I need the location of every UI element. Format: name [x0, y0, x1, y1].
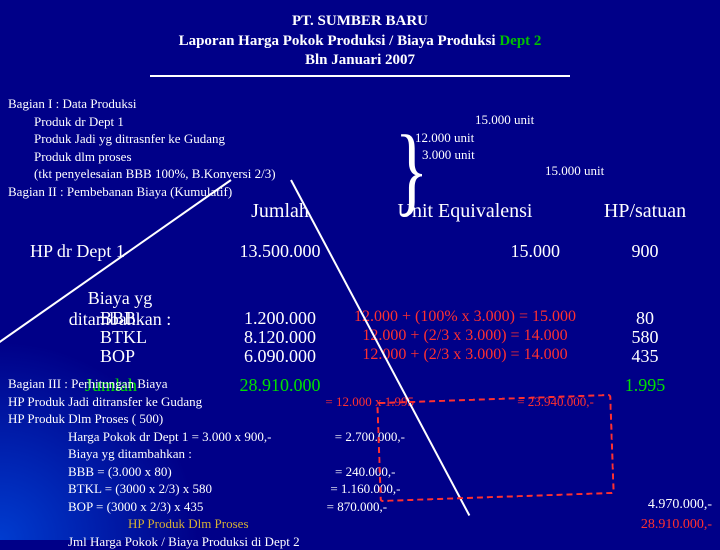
- row-bop: BOP 6.090.000 12.000 + (2/3 x 3.000) = 1…: [30, 346, 710, 367]
- table-header: Jumlah Unit Equivalensi HP/satuan: [30, 200, 710, 223]
- bag1-v1: 15.000 unit: [475, 112, 534, 128]
- bag1-l1: Produk dr Dept 1: [34, 113, 276, 131]
- bag1-l3: Produk dlm proses: [34, 148, 276, 166]
- bag1-v3: 3.000 unit: [422, 147, 475, 163]
- row-hp-dept1: HP dr Dept 1 13.500.000 15.000 900: [30, 241, 710, 262]
- bag1-l4: (tkt penyelesaian BBB 100%, B.Konversi 2…: [34, 165, 276, 183]
- period: Bln Januari 2007: [0, 51, 720, 71]
- bag3-title: Bagian III : Perhitungan Biaya: [8, 375, 594, 393]
- bag1-l2: Produk Jadi yg ditrasnfer ke Gudang: [34, 130, 276, 148]
- col-hp: HP/satuan: [580, 200, 710, 223]
- col-unit-eq: Unit Equivalensi: [350, 200, 580, 223]
- company-name: PT. SUMBER BARU: [0, 12, 720, 32]
- bag1-title: Bagian I : Data Produksi: [8, 95, 276, 113]
- header-rule: [150, 75, 570, 77]
- report-title: Laporan Harga Pokok Produksi / Biaya Pro…: [0, 32, 720, 52]
- report-header: PT. SUMBER BARU Laporan Harga Pokok Prod…: [0, 0, 720, 77]
- dept-label: Dept 2: [499, 33, 541, 49]
- bag2-title: Bagian II : Pembebanan Biaya (Kumulatif): [8, 183, 276, 201]
- right-totals: 4.970.000,- 28.910.000,-: [641, 400, 712, 534]
- dashed-box: [376, 394, 614, 502]
- bag1-v4: 15.000 unit: [545, 163, 604, 179]
- col-jumlah: Jumlah: [210, 200, 350, 223]
- section-1: Bagian I : Data Produksi Produk dr Dept …: [8, 95, 276, 200]
- cost-table: Jumlah Unit Equivalensi HP/satuan HP dr …: [30, 200, 710, 396]
